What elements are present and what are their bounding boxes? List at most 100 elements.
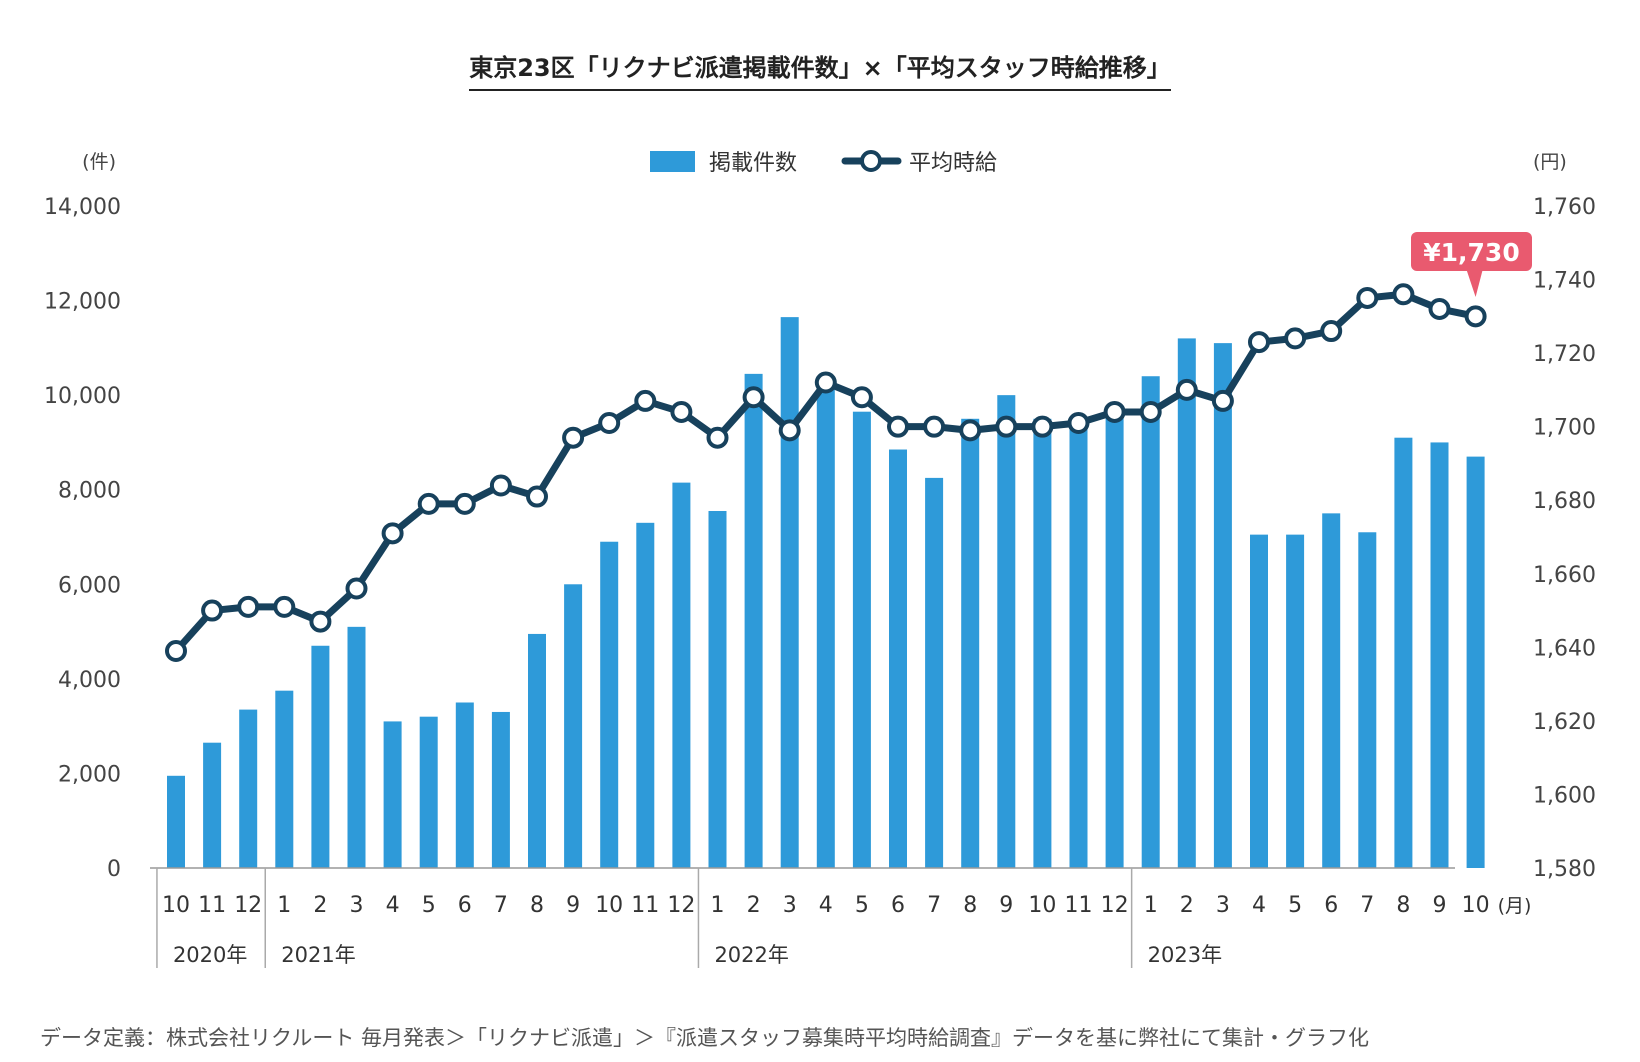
- bar-5: [347, 626, 366, 868]
- bar-26: [1105, 414, 1124, 868]
- x-tick-label: 3: [1216, 893, 1230, 918]
- bar-8: [455, 702, 474, 868]
- y-right-tick-label: 1,700: [1533, 416, 1596, 441]
- line-point-2: [237, 595, 260, 618]
- bar-3: [275, 690, 294, 868]
- annotation-label: ¥1,730: [1423, 238, 1519, 267]
- line-point-4: [309, 610, 332, 633]
- y-right-tick-label: 1,740: [1533, 269, 1596, 294]
- y-left-tick-label: 12,000: [44, 290, 121, 315]
- x-tick-label: 5: [422, 893, 436, 918]
- y-left-tick-label: 2,000: [58, 762, 121, 787]
- line-point-8: [453, 492, 476, 515]
- x-tick-label: 3: [783, 893, 797, 918]
- x-tick-label: 3: [350, 893, 364, 918]
- y-left-unit: (件): [82, 151, 116, 173]
- x-tick-label: 8: [1396, 893, 1410, 918]
- bar-16: [744, 373, 763, 868]
- line-point-6: [381, 522, 404, 545]
- line-point-36: [1464, 305, 1487, 328]
- bar-14: [672, 482, 691, 868]
- y-right-tick-label: 1,760: [1533, 195, 1596, 220]
- line-point-19: [850, 386, 873, 409]
- bar-1: [203, 742, 222, 868]
- bar-21: [925, 477, 944, 868]
- year-label: 2023年: [1148, 943, 1222, 967]
- x-tick-label: 4: [386, 893, 400, 918]
- bar-12: [600, 541, 619, 868]
- x-tick-label: 12: [1101, 893, 1129, 918]
- bar-7: [419, 716, 438, 868]
- bar-10: [528, 633, 546, 868]
- y-right-tick-label: 1,600: [1533, 783, 1596, 808]
- line-point-12: [598, 411, 621, 434]
- line-point-15: [706, 426, 729, 449]
- combo-chart: 0 2,000 4,000 6,000 8,000 10,000 12,000 14,000 (…: [44, 150, 1596, 968]
- line-point-29: [1211, 389, 1234, 412]
- chart-title-text: 東京23区「リクナビ派遣掲載件数」×「平均スタッフ時給推移」: [469, 48, 1171, 91]
- year-label: 2020年: [173, 943, 247, 967]
- bar-28: [1177, 338, 1196, 868]
- line-point-23: [995, 415, 1018, 438]
- y-right-tick-label: 1,580: [1533, 857, 1596, 882]
- y-right-tick-label: 1,640: [1533, 636, 1596, 661]
- x-tick-label: 5: [855, 893, 869, 918]
- y-right-tick-label: 1,620: [1533, 710, 1596, 735]
- line-point-34: [1392, 283, 1415, 306]
- line-point-28: [1175, 378, 1198, 401]
- line-point-14: [670, 400, 693, 423]
- line-point-35: [1428, 297, 1451, 320]
- bar-30: [1250, 534, 1268, 868]
- line-point-0: [165, 640, 187, 663]
- y-left-tick-label: 4,000: [58, 668, 121, 693]
- bar-36: [1466, 456, 1485, 868]
- x-tick-label: 2: [747, 893, 761, 918]
- bar-23: [997, 395, 1016, 868]
- bar-29: [1213, 343, 1232, 869]
- bar-22: [961, 418, 980, 868]
- bar-31: [1286, 534, 1305, 868]
- line-point-26: [1103, 400, 1126, 423]
- y-right-tick-label: 1,680: [1533, 489, 1596, 514]
- x-tick-label: 12: [667, 893, 695, 918]
- bar-18: [816, 385, 835, 868]
- bar-0: [167, 775, 185, 868]
- bar-32: [1322, 513, 1341, 868]
- x-tick-label: 2: [313, 893, 327, 918]
- bar-34: [1394, 437, 1413, 868]
- line-point-1: [201, 599, 224, 622]
- bar-6: [383, 721, 402, 868]
- x-tick-label: 7: [494, 893, 508, 918]
- line-point-16: [742, 386, 765, 409]
- bar-13: [636, 522, 655, 868]
- legend-bar-swatch: [650, 151, 695, 172]
- x-tick-label: 9: [1433, 893, 1447, 918]
- x-tick-label: 8: [963, 893, 977, 918]
- annotation-pointer: [1466, 270, 1483, 297]
- line-point-27: [1139, 400, 1162, 423]
- x-tick-label: 4: [819, 893, 833, 918]
- bar-17: [780, 317, 799, 868]
- line-point-33: [1356, 286, 1379, 309]
- x-tick-label: 10: [595, 893, 623, 918]
- x-tick-label: 6: [458, 893, 472, 918]
- bar-4: [311, 645, 330, 868]
- x-tick-label: 11: [1065, 893, 1093, 918]
- bar-27: [1141, 376, 1160, 868]
- x-tick-label: 10: [162, 893, 190, 918]
- line-point-24: [1031, 415, 1054, 438]
- x-tick-label: 1: [1144, 893, 1158, 918]
- x-tick-label: 7: [1360, 893, 1374, 918]
- x-tick-label: 1: [711, 893, 725, 918]
- footnote: データ定義：株式会社リクルート 毎月発表＞「リクナビ派遣」＞『派遣スタッフ募集時…: [40, 1026, 1370, 1050]
- x-tick-label: 10: [1028, 893, 1056, 918]
- x-tick-label: 2: [1180, 893, 1194, 918]
- bar-2: [239, 709, 258, 868]
- x-tick-label: 4: [1252, 893, 1266, 918]
- bar-25: [1069, 423, 1088, 868]
- bar-11: [564, 584, 583, 868]
- x-tick-label: 12: [234, 893, 262, 918]
- x-tick-label: 8: [530, 893, 544, 918]
- x-tick-label: 10: [1462, 893, 1490, 918]
- annotation-box: [1411, 232, 1532, 271]
